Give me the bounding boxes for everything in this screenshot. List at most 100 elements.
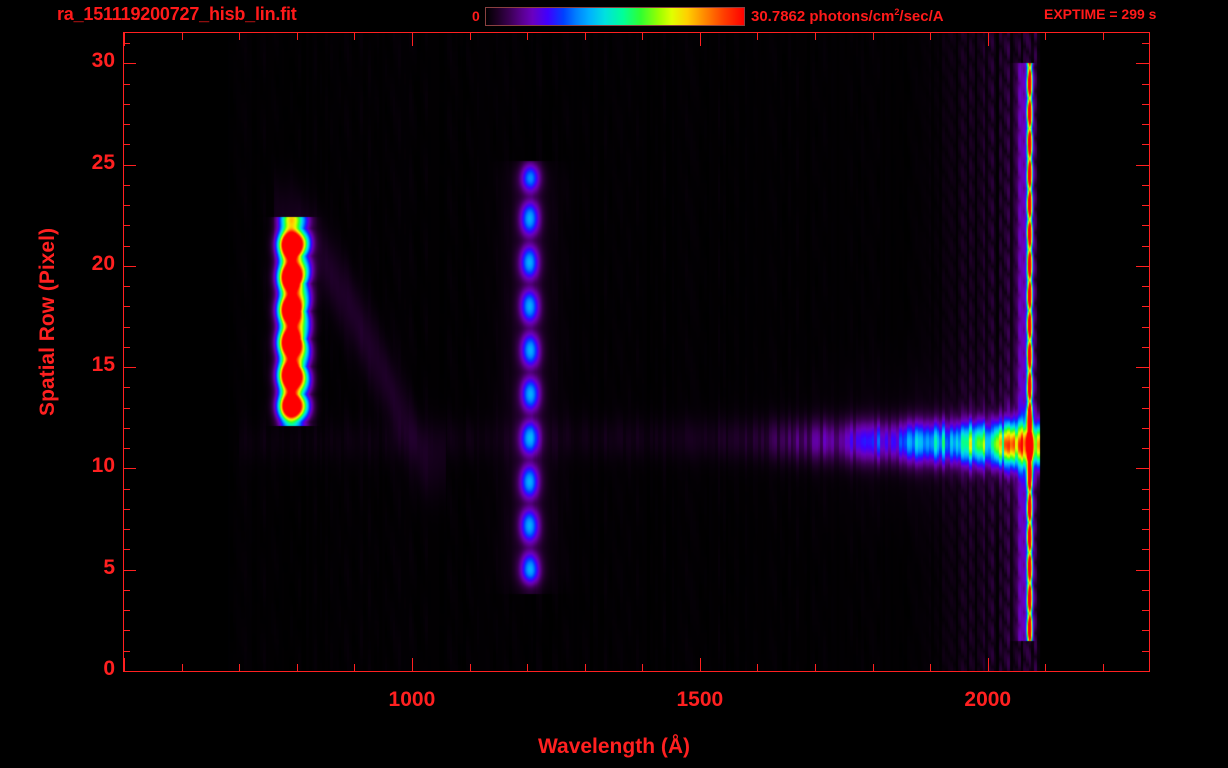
y-tick-10 <box>123 468 136 469</box>
exposure-time-label: EXPTIME = 299 s <box>1044 6 1157 22</box>
x-tick-900 <box>354 664 355 671</box>
y-tick-right-7 <box>1142 529 1149 530</box>
y-tick-24 <box>123 185 130 186</box>
x-tick-top-1900 <box>930 33 931 40</box>
page-title: ra_151119200727_hisb_lin.fit <box>57 4 297 24</box>
x-tick-1400 <box>642 664 643 671</box>
y-tick-right-27 <box>1142 124 1149 125</box>
colorbar-unit-exponent: 2 <box>894 7 900 17</box>
x-tick-1100 <box>470 664 471 671</box>
spectrogram-image <box>124 33 1149 671</box>
x-tick-600 <box>182 664 183 671</box>
x-tick-top-1300 <box>585 33 586 40</box>
y-tick-label-25: 25 <box>91 150 115 174</box>
colorbar-unit-tail: /sec/A <box>899 8 944 25</box>
y-tick-7 <box>123 529 130 530</box>
y-tick-1 <box>123 651 130 652</box>
x-tick-2000 <box>988 658 989 671</box>
x-tick-1000 <box>412 658 413 671</box>
y-tick-right-24 <box>1142 185 1149 186</box>
y-tick-right-22 <box>1142 225 1149 226</box>
x-tick-1500 <box>700 658 701 671</box>
x-tick-label-1000: 1000 <box>388 688 436 711</box>
x-tick-top-2200 <box>1103 33 1104 40</box>
colorbar-max-value: 30.7862 photons/cm <box>751 8 895 25</box>
y-tick-right-13 <box>1142 408 1149 409</box>
y-tick-right-18 <box>1142 306 1149 307</box>
y-tick-0 <box>123 671 136 672</box>
x-tick-label-1500: 1500 <box>676 688 724 711</box>
y-tick-label-5: 5 <box>103 555 115 579</box>
y-tick-11 <box>123 448 130 449</box>
y-tick-label-10: 10 <box>91 454 115 478</box>
y-tick-16 <box>123 347 130 348</box>
y-tick-right-30 <box>1136 63 1149 64</box>
y-tick-label-20: 20 <box>91 251 115 275</box>
y-tick-right-4 <box>1142 590 1149 591</box>
y-tick-3 <box>123 610 130 611</box>
x-tick-top-600 <box>182 33 183 40</box>
x-tick-top-1800 <box>873 33 874 40</box>
y-tick-right-15 <box>1136 367 1149 368</box>
y-tick-right-9 <box>1142 489 1149 490</box>
y-tick-2 <box>123 630 130 631</box>
y-tick-23 <box>123 205 130 206</box>
y-tick-8 <box>123 509 130 510</box>
y-tick-15 <box>123 367 136 368</box>
y-tick-19 <box>123 286 130 287</box>
x-tick-1200 <box>527 664 528 671</box>
x-tick-800 <box>297 664 298 671</box>
x-tick-top-1100 <box>470 33 471 40</box>
y-tick-18 <box>123 306 130 307</box>
y-tick-17 <box>123 327 130 328</box>
x-tick-top-800 <box>297 33 298 40</box>
x-tick-2200 <box>1103 664 1104 671</box>
x-tick-top-2100 <box>1045 33 1046 40</box>
x-tick-label-2000: 2000 <box>964 688 1012 711</box>
colorbar-max-label: 30.7862 photons/cm2/sec/A <box>751 7 944 25</box>
x-axis-title: Wavelength (Å) <box>537 735 691 758</box>
x-tick-top-500 <box>124 33 125 46</box>
y-tick-right-11 <box>1142 448 1149 449</box>
colorbar <box>485 7 745 26</box>
y-tick-right-25 <box>1136 165 1149 166</box>
x-tick-1900 <box>930 664 931 671</box>
y-tick-right-28 <box>1142 104 1149 105</box>
y-tick-label-15: 15 <box>91 353 115 377</box>
y-tick-right-19 <box>1142 286 1149 287</box>
y-tick-right-17 <box>1142 327 1149 328</box>
y-tick-right-21 <box>1142 246 1149 247</box>
y-tick-right-29 <box>1142 84 1149 85</box>
x-tick-top-1400 <box>642 33 643 40</box>
x-tick-1600 <box>757 664 758 671</box>
spectrogram-plot-area <box>123 32 1150 672</box>
x-tick-1700 <box>815 664 816 671</box>
x-tick-top-2000 <box>988 33 989 46</box>
y-tick-right-31 <box>1142 43 1149 44</box>
x-tick-top-1500 <box>700 33 701 46</box>
y-tick-14 <box>123 387 130 388</box>
y-tick-27 <box>123 124 130 125</box>
x-tick-top-1000 <box>412 33 413 46</box>
y-tick-right-6 <box>1142 549 1149 550</box>
y-tick-5 <box>123 570 136 571</box>
y-axis-title: Spatial Row (Pixel) <box>36 228 59 416</box>
y-tick-right-12 <box>1142 428 1149 429</box>
y-tick-right-5 <box>1136 570 1149 571</box>
y-tick-9 <box>123 489 130 490</box>
y-tick-6 <box>123 549 130 550</box>
y-tick-28 <box>123 104 130 105</box>
x-tick-700 <box>239 664 240 671</box>
y-tick-right-14 <box>1142 387 1149 388</box>
y-tick-30 <box>123 63 136 64</box>
y-tick-right-20 <box>1136 266 1149 267</box>
x-tick-top-1200 <box>527 33 528 40</box>
x-tick-2100 <box>1045 664 1046 671</box>
y-tick-25 <box>123 165 136 166</box>
y-tick-31 <box>123 43 130 44</box>
y-tick-right-16 <box>1142 347 1149 348</box>
y-tick-22 <box>123 225 130 226</box>
y-tick-right-2 <box>1142 630 1149 631</box>
y-tick-21 <box>123 246 130 247</box>
